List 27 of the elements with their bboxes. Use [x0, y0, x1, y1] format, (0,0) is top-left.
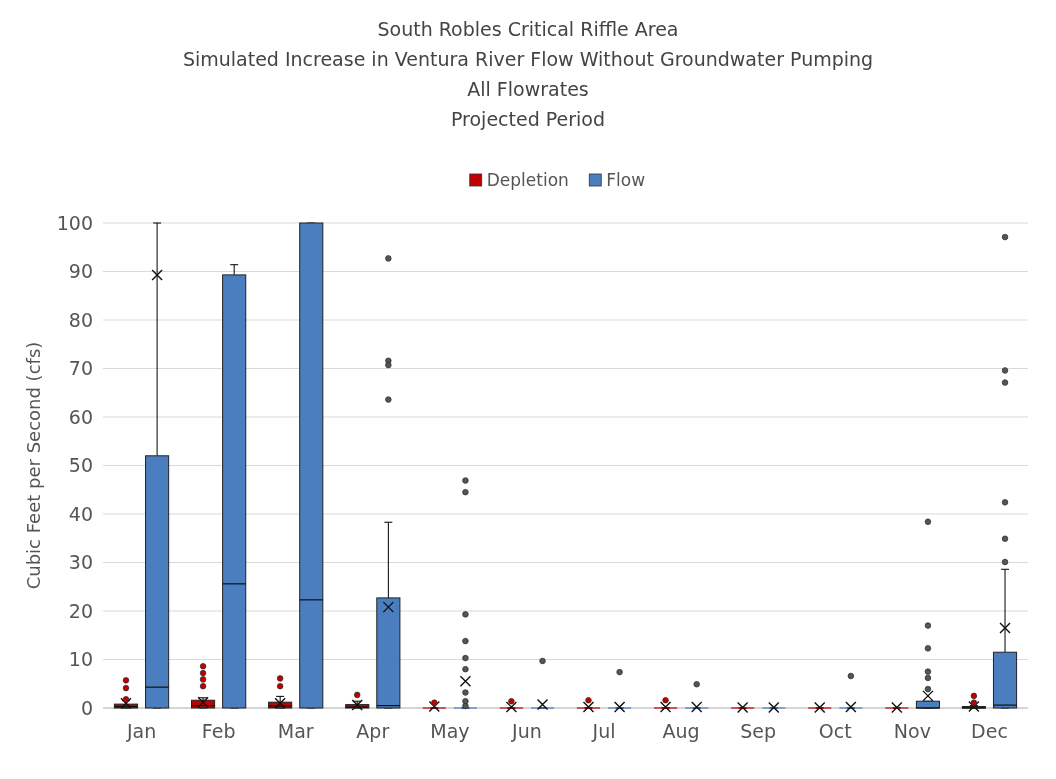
x-tick-label: Mar: [277, 720, 314, 742]
chart-title: South Robles Critical Riffle Area Simulated Increase in Ventura River Flow Without Groundwater Pumping All Flowrates Projected Period: [182, 18, 874, 130]
x-tick-label: Jun: [511, 720, 542, 742]
x-tick-label: Nov: [893, 720, 931, 742]
legend-label: Depletion: [486, 170, 569, 190]
x-tick-label: Jul: [591, 720, 616, 742]
y-tick-label: 100: [56, 211, 93, 234]
y-tick-label: 0: [80, 696, 93, 719]
legend-label: Flow: [606, 170, 646, 190]
x-tick-label: Jan: [125, 720, 157, 742]
y-tick-label: 40: [68, 502, 93, 525]
x-tick-label: May: [430, 720, 470, 742]
y-tick-label: 80: [68, 308, 93, 331]
y-tick-label: 60: [68, 405, 93, 428]
y-tick-label: 10: [68, 648, 93, 671]
x-tick-label: Feb: [201, 720, 236, 742]
x-tick-label: Oct: [818, 720, 852, 742]
y-tick-label: 90: [68, 260, 93, 283]
y-axis-title: Cubic Feet per Second (cfs): [23, 341, 44, 590]
x-tick-label: Aug: [662, 720, 700, 742]
y-tick-label: 70: [68, 357, 93, 380]
y-tick-label: 30: [68, 551, 93, 574]
x-tick-label: Sep: [740, 720, 777, 742]
y-tick-label: 50: [68, 454, 93, 477]
x-tick-label: Apr: [356, 720, 390, 742]
y-tick-label: 20: [68, 599, 93, 622]
x-tick-label: Dec: [971, 720, 1008, 742]
